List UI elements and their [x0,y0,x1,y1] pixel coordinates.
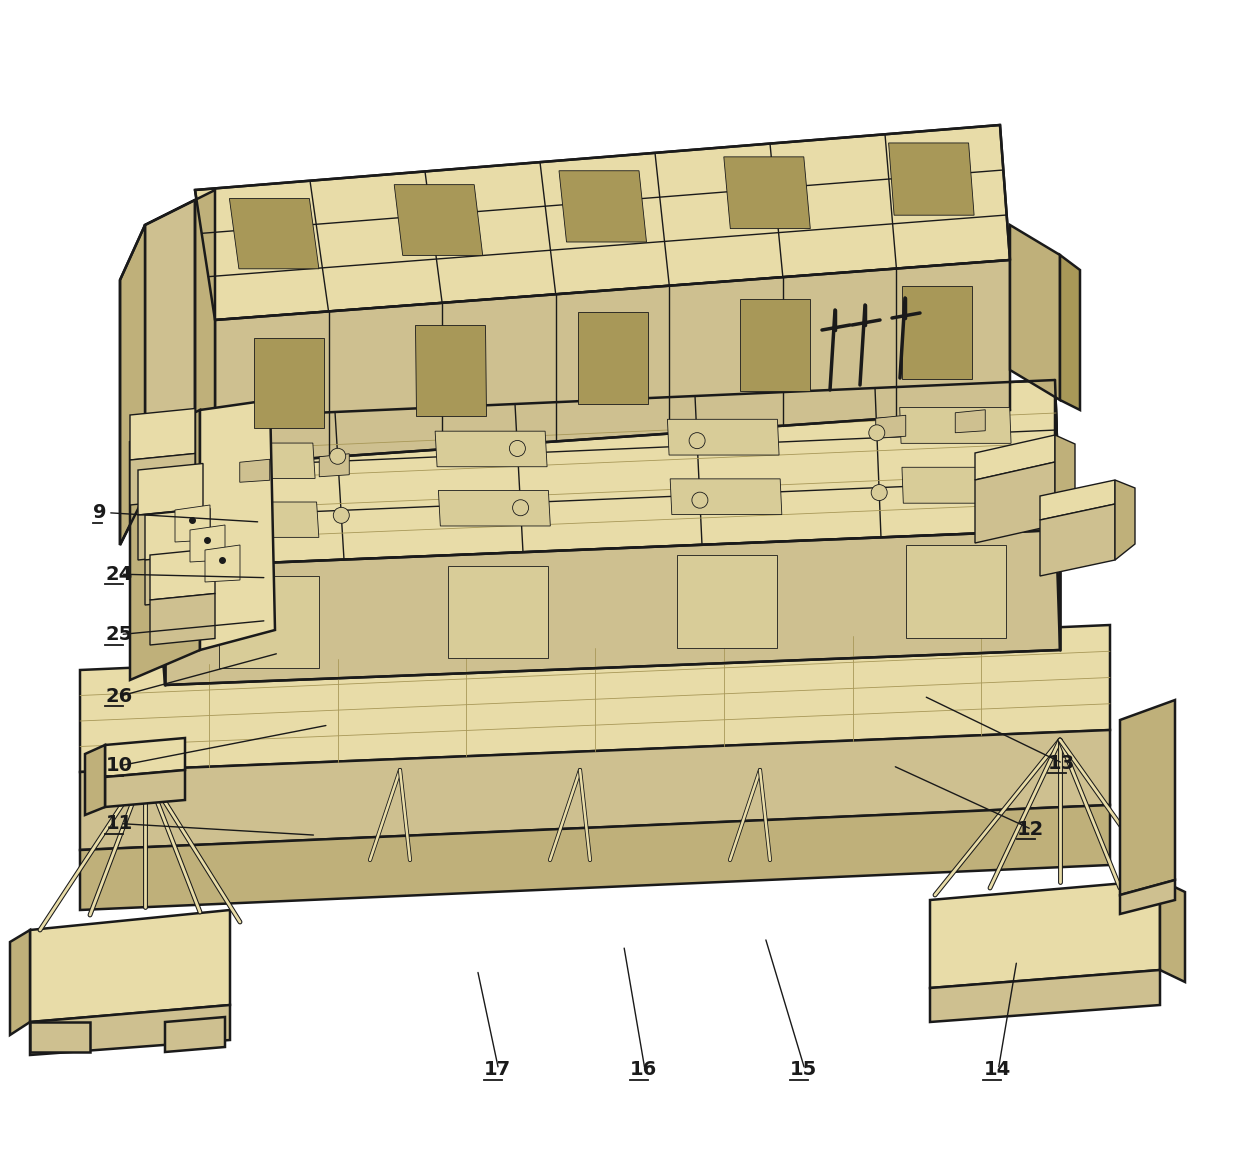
Polygon shape [205,545,241,582]
Polygon shape [1115,480,1135,560]
Text: 25: 25 [105,625,133,644]
Polygon shape [138,464,203,515]
Text: 11: 11 [105,814,133,833]
Polygon shape [86,745,105,815]
Polygon shape [439,491,551,525]
Polygon shape [930,880,1159,988]
Polygon shape [901,467,1013,503]
Polygon shape [1120,699,1176,896]
Polygon shape [905,545,1006,638]
Polygon shape [150,594,215,645]
Polygon shape [559,171,646,242]
Polygon shape [415,325,486,416]
Polygon shape [155,380,1060,567]
Polygon shape [448,566,548,658]
Text: 12: 12 [1017,820,1044,839]
Polygon shape [901,287,971,379]
Polygon shape [145,553,210,606]
Polygon shape [1040,503,1115,577]
Polygon shape [200,400,275,650]
Polygon shape [81,730,1110,850]
Polygon shape [677,556,777,647]
Polygon shape [145,508,210,560]
Polygon shape [130,408,195,461]
Polygon shape [105,738,185,777]
Text: 14: 14 [983,1060,1011,1079]
Polygon shape [1055,380,1060,650]
Polygon shape [930,970,1159,1022]
Polygon shape [165,530,1060,686]
Polygon shape [30,1022,91,1052]
Polygon shape [120,225,145,545]
Polygon shape [195,125,1011,320]
Circle shape [692,492,708,508]
Polygon shape [145,190,215,495]
Polygon shape [955,409,986,433]
Polygon shape [1011,225,1060,400]
Polygon shape [10,930,30,1035]
Polygon shape [150,549,215,600]
Polygon shape [739,299,810,391]
Text: 13: 13 [1048,754,1075,773]
Polygon shape [105,770,185,807]
Polygon shape [975,435,1055,480]
Polygon shape [875,415,905,438]
Polygon shape [145,200,195,500]
Text: 16: 16 [630,1060,657,1079]
Polygon shape [900,407,1011,443]
Polygon shape [670,479,781,515]
Polygon shape [155,420,165,686]
Polygon shape [229,198,319,269]
Polygon shape [30,1005,229,1054]
Polygon shape [253,338,324,428]
Polygon shape [319,454,350,477]
Polygon shape [1060,255,1080,409]
Polygon shape [190,525,224,561]
Text: 9: 9 [93,503,107,522]
Polygon shape [889,143,975,216]
Polygon shape [203,443,315,478]
Polygon shape [219,577,320,668]
Polygon shape [165,1017,224,1052]
Circle shape [872,485,887,501]
Polygon shape [130,454,195,505]
Circle shape [689,433,706,449]
Polygon shape [1159,880,1185,983]
Text: 17: 17 [484,1060,511,1079]
Polygon shape [138,508,203,560]
Circle shape [330,448,346,464]
Polygon shape [1055,435,1075,525]
Polygon shape [175,505,210,542]
Polygon shape [435,432,547,466]
Circle shape [510,441,526,457]
Text: 24: 24 [105,565,133,583]
Circle shape [334,507,350,523]
Polygon shape [578,312,647,404]
Polygon shape [667,419,779,455]
Polygon shape [975,462,1055,543]
Circle shape [512,500,528,516]
Text: 15: 15 [790,1060,817,1079]
Polygon shape [239,459,270,483]
Text: 26: 26 [105,687,133,705]
Polygon shape [215,260,1011,465]
Polygon shape [81,625,1110,773]
Text: 10: 10 [105,756,133,775]
Polygon shape [1040,480,1115,520]
Polygon shape [130,409,200,680]
Circle shape [869,425,885,441]
Polygon shape [394,184,482,255]
Polygon shape [724,157,810,229]
Polygon shape [207,502,319,537]
Polygon shape [30,909,229,1022]
Polygon shape [1120,880,1176,914]
Polygon shape [81,805,1110,909]
